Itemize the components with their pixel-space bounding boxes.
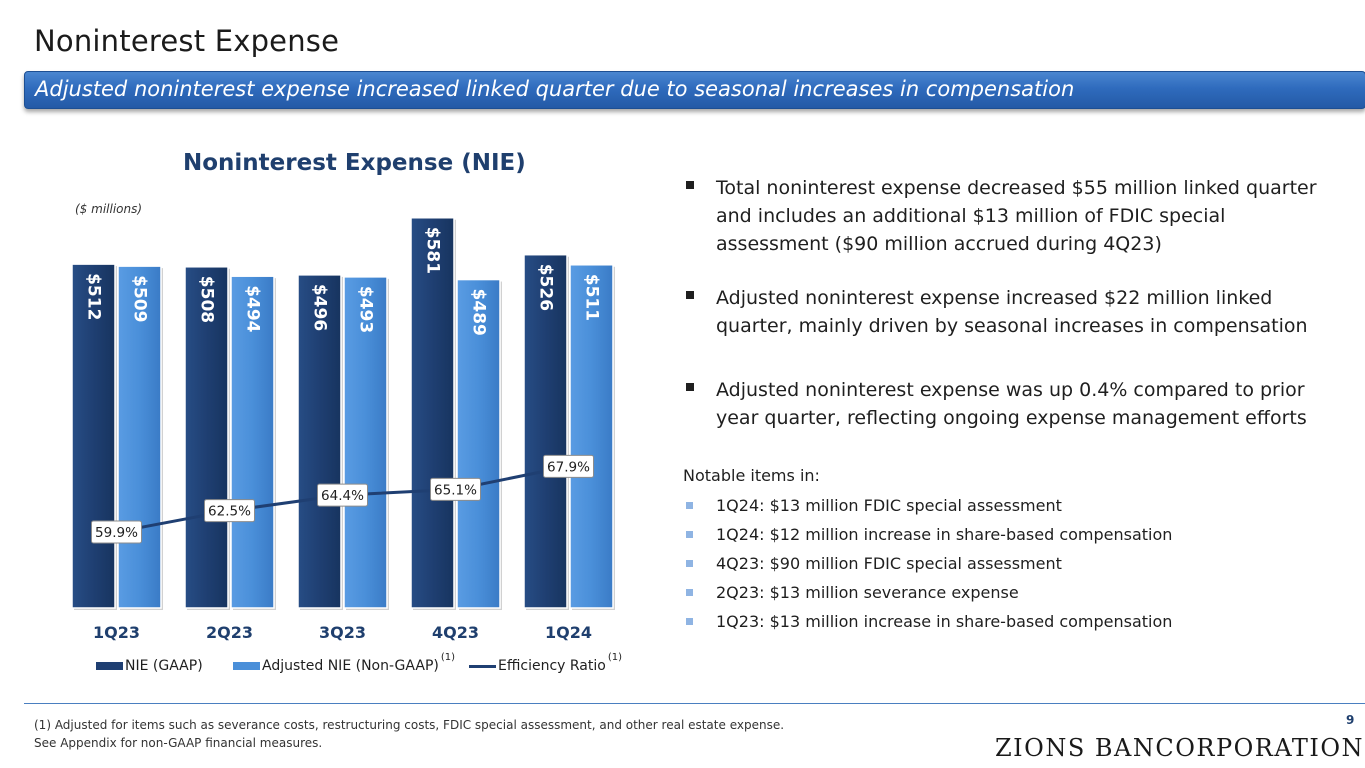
subtitle-banner: Adjusted noninterest expense increased l… [24, 71, 1365, 109]
key-point: Total noninterest expense decreased $55 … [683, 174, 1343, 258]
page-number: 9 [1346, 713, 1355, 727]
bar-gaap-label: $581 [423, 227, 443, 274]
ratio-label-box [204, 499, 255, 523]
chart-title: Noninterest Expense (NIE) [183, 150, 526, 176]
bar-gaap-label: $526 [536, 264, 556, 311]
bar-adjusted [456, 278, 501, 609]
ratio-label: 67.9% [547, 459, 590, 475]
bar-adjusted [343, 276, 388, 609]
bar-adjusted-label: $511 [582, 274, 602, 321]
square-bullet-icon [686, 618, 693, 625]
square-bullet-icon [686, 291, 694, 299]
bar-adjusted [230, 275, 275, 609]
ratio-label: 62.5% [208, 504, 251, 520]
key-point: Adjusted noninterest expense increased $… [683, 284, 1343, 340]
legend-ratio-footnote: (1) [607, 652, 623, 663]
footnote: (1) Adjusted for items such as severance… [34, 716, 784, 752]
banner-text: Adjusted noninterest expense increased l… [35, 77, 1075, 101]
bar-gaap [410, 217, 455, 609]
ratio-label-box [317, 483, 368, 507]
bar-adjusted-label: $494 [243, 285, 263, 332]
square-bullet-icon [686, 589, 693, 596]
category-label: 1Q23 [93, 623, 140, 642]
footer-divider [24, 703, 1365, 704]
footnote-line-1: (1) Adjusted for items such as severance… [34, 718, 785, 732]
category-label: 1Q24 [545, 623, 592, 642]
ratio-label-box [543, 454, 594, 478]
page-title: Noninterest Expense [34, 24, 340, 58]
notable-list: 1Q24: $13 million FDIC special assessmen… [683, 494, 1172, 639]
notable-item: 4Q23: $90 million FDIC special assessmen… [683, 552, 1172, 581]
legend-adjusted: Adjusted NIE (Non-GAAP)(1) [233, 652, 455, 674]
units-note: ($ millions) [75, 202, 143, 216]
category-label: 3Q23 [319, 623, 366, 642]
legend-adjusted-label: Adjusted NIE (Non-GAAP) [262, 658, 439, 674]
notable-item: 1Q24: $12 million increase in share-base… [683, 523, 1172, 552]
key-point: Adjusted noninterest expense was up 0.4%… [683, 376, 1343, 432]
legend-adjusted-footnote: (1) [440, 652, 456, 663]
legend-ratio-swatch [469, 664, 496, 668]
legend-gaap-label: NIE (GAAP) [125, 658, 203, 674]
ratio-label: 59.9% [95, 525, 138, 541]
square-bullet-icon [686, 502, 693, 509]
bar-adjusted [569, 264, 614, 609]
bar-gaap [523, 253, 568, 609]
notable-heading: Notable items in: [683, 466, 820, 485]
bar-gaap-label: $496 [310, 284, 330, 331]
bar-gaap [71, 263, 116, 609]
bar-gaap [184, 266, 229, 609]
bar-adjusted-label: $493 [356, 286, 376, 333]
ratio-label-box [91, 520, 142, 544]
key-points: Total noninterest expense decreased $55 … [683, 174, 1343, 432]
category-label: 2Q23 [206, 623, 253, 642]
company-logo: ZIONS BANCORPORATION [995, 734, 1365, 762]
legend-ratio: Efficiency Ratio(1) [469, 652, 622, 674]
legend-gaap: NIE (GAAP) [96, 658, 203, 674]
ratio-label: 64.4% [321, 488, 364, 504]
bar-adjusted-label: $489 [469, 289, 489, 336]
square-bullet-icon [686, 181, 694, 189]
square-bullet-icon [686, 383, 694, 391]
square-bullet-icon [686, 560, 693, 567]
bar-gaap-label: $508 [197, 276, 217, 323]
legend-ratio-label: Efficiency Ratio [498, 658, 606, 674]
notable-item: 1Q23: $13 million increase in share-base… [683, 610, 1172, 639]
bar-adjusted [117, 265, 162, 609]
bar-gaap [297, 274, 342, 609]
bar-gaap-label: $512 [84, 273, 104, 320]
legend-gaap-swatch [96, 662, 123, 670]
notable-item: 2Q23: $13 million severance expense [683, 581, 1172, 610]
category-label: 4Q23 [432, 623, 479, 642]
notable-item: 1Q24: $13 million FDIC special assessmen… [683, 494, 1172, 523]
square-bullet-icon [686, 531, 693, 538]
legend-adjusted-swatch [233, 662, 260, 670]
nie-chart: $512 $509 1Q23 $508 $494 2Q23 $496 $493 3Q23 $581… [71, 217, 615, 642]
bar-adjusted-label: $509 [130, 275, 150, 322]
ratio-label: 65.1% [434, 482, 477, 498]
ratio-label-box [430, 477, 481, 501]
footnote-line-2: See Appendix for non-GAAP financial meas… [34, 736, 323, 750]
